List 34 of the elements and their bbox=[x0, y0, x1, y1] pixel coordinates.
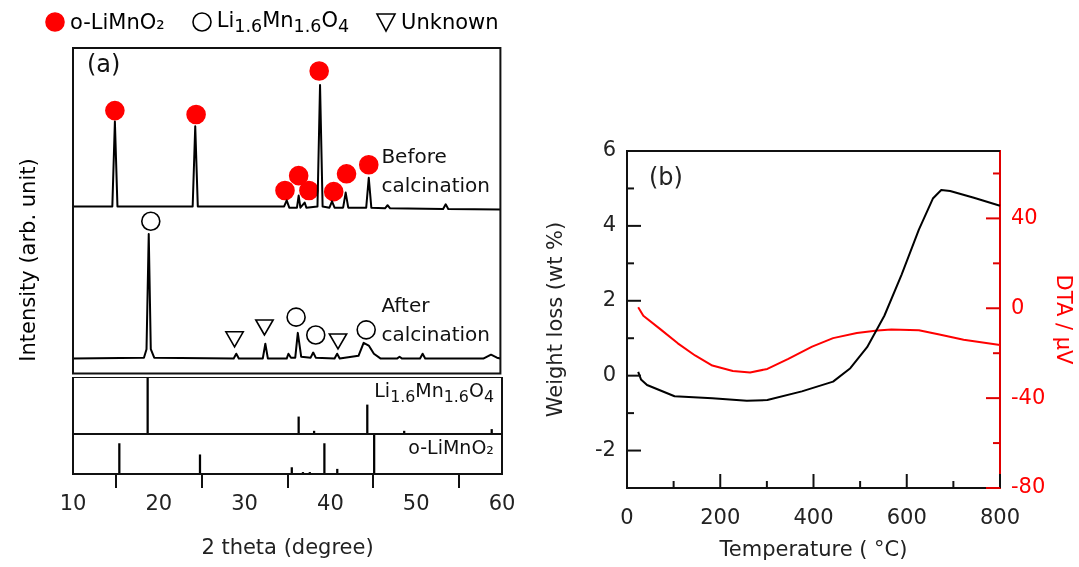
x-axis-title: Temperature ( °C) bbox=[718, 536, 908, 561]
x-tick-label: 800 bbox=[979, 505, 1021, 530]
y-tick-label: 4 bbox=[602, 212, 616, 237]
y2-tick-label: 40 bbox=[1011, 204, 1038, 229]
x-tick-label: 0 bbox=[620, 505, 634, 530]
y-tick-label: 0 bbox=[602, 362, 616, 387]
x-tick-label: 50 bbox=[402, 491, 430, 516]
y-tick-label: -2 bbox=[595, 437, 616, 462]
x-tick-label: 40 bbox=[317, 491, 344, 516]
y-axis-title: Intensity (arb. unit) bbox=[16, 157, 40, 364]
x-axis-title: 2 theta (degree) bbox=[201, 534, 374, 559]
y2-tick-label: -40 bbox=[1011, 384, 1046, 409]
y-tick-label: 2 bbox=[602, 287, 616, 312]
y-tick-label: 6 bbox=[602, 137, 616, 162]
annotation: (b) bbox=[649, 163, 683, 191]
annotation: Li$_{1.6}$Mn$_{1.6}$O$_{4}$ bbox=[374, 379, 494, 406]
annotation: o-LiMnO₂ bbox=[408, 436, 494, 458]
series-label: Before calcination bbox=[381, 142, 491, 199]
y2-tick-label: -80 bbox=[1011, 474, 1046, 499]
x-tick-label: 10 bbox=[59, 491, 87, 516]
legend-label: Li$_{1.6}$Mn$_{1.6}$O$_{4}$ bbox=[216, 8, 350, 37]
series-label: After calcination bbox=[381, 291, 491, 348]
x-tick-label: 30 bbox=[231, 491, 258, 516]
y2-tick-label: 0 bbox=[1011, 294, 1025, 319]
y-axis-title: Weight loss (wt %) bbox=[543, 221, 568, 418]
legend-label: o-LiMnO₂ bbox=[70, 10, 165, 35]
x-tick-label: 20 bbox=[145, 491, 173, 516]
x-tick-label: 60 bbox=[488, 491, 516, 516]
x-tick-label: 600 bbox=[886, 505, 927, 530]
x-tick-label: 400 bbox=[793, 505, 834, 530]
legend-label: Unknown bbox=[401, 10, 499, 35]
annotation: (a) bbox=[87, 50, 121, 78]
y2-axis-title: DTA / μV bbox=[1051, 274, 1076, 366]
x-tick-label: 200 bbox=[700, 505, 741, 530]
